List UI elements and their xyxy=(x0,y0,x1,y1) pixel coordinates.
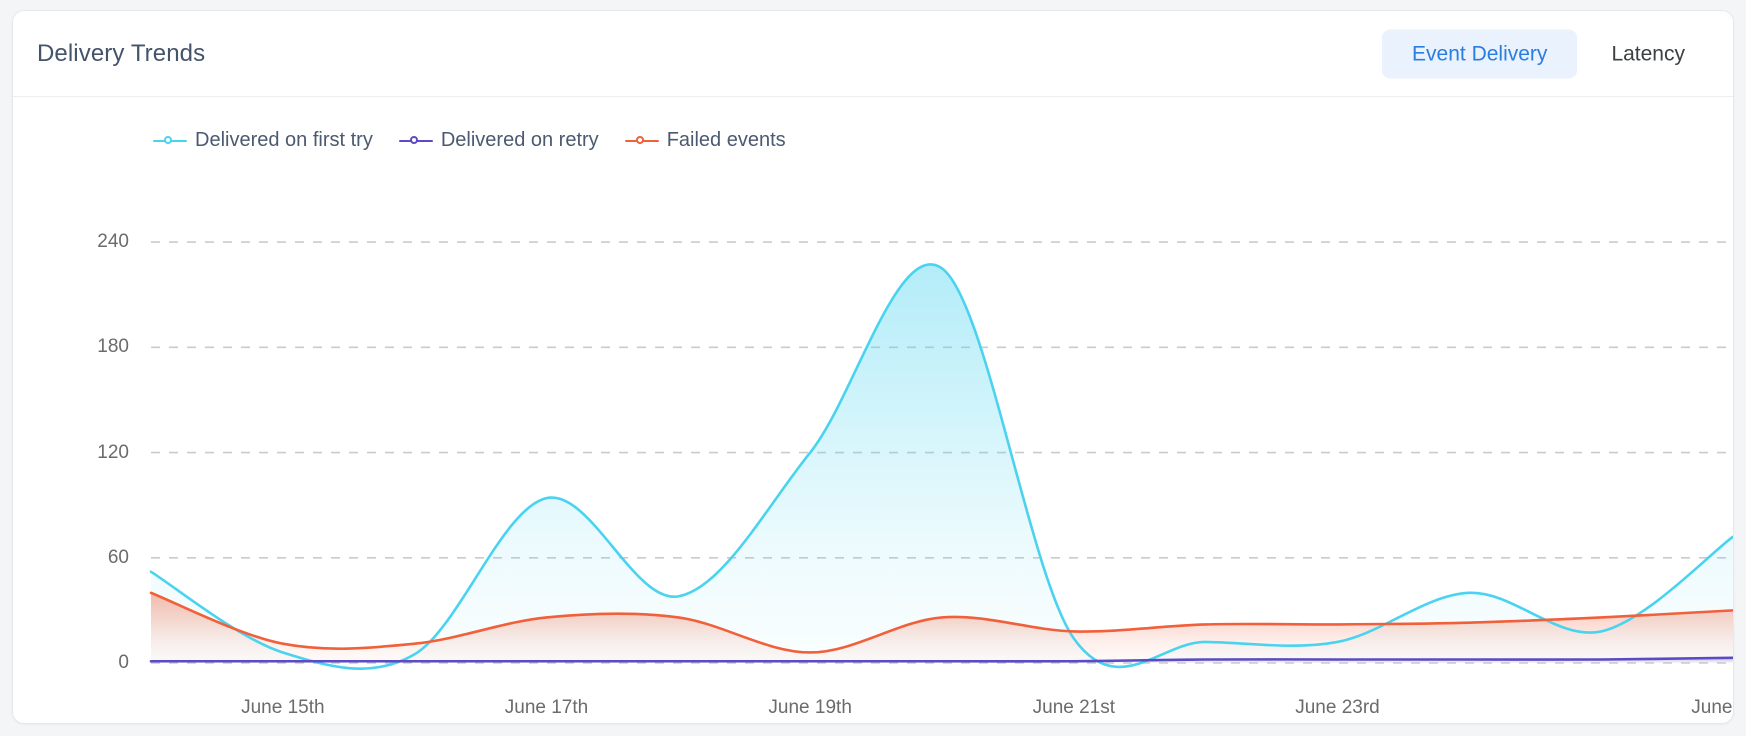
tab-event-delivery[interactable]: Event Delivery xyxy=(1382,29,1578,78)
card-header: Delivery Trends Event Delivery Latency xyxy=(13,11,1733,97)
y-axis-tick: 240 xyxy=(97,231,129,253)
series-area-2 xyxy=(151,592,1733,663)
legend-label-retry: Delivered on retry xyxy=(440,129,599,151)
page-title: Delivery Trends xyxy=(37,39,206,67)
x-axis-tick: June 26th xyxy=(1691,697,1733,718)
x-axis-tick: June 19th xyxy=(768,697,852,718)
chart-legend: Delivered on first try Delivered on retr… xyxy=(153,129,786,152)
x-axis-tick: June 23rd xyxy=(1295,697,1380,718)
delivery-trends-card: Delivery Trends Event Delivery Latency D… xyxy=(12,10,1734,724)
series-line-2[interactable] xyxy=(149,591,1733,654)
legend-marker-icon-failed xyxy=(624,134,659,148)
legend-item-delivered-first-try[interactable]: Delivered on first try xyxy=(153,129,373,152)
x-axis-tick: June 21st xyxy=(1032,697,1116,718)
chart-body: Delivered on first try Delivered on retr… xyxy=(13,97,1733,723)
chart-canvas[interactable] xyxy=(13,97,1733,723)
legend-marker-icon-retry xyxy=(398,134,433,148)
y-axis-tick: 0 xyxy=(118,652,129,673)
y-axis-tick: 120 xyxy=(97,441,129,463)
tab-group: Event Delivery Latency xyxy=(1382,29,1715,78)
tab-latency[interactable]: Latency xyxy=(1581,29,1715,78)
y-axis-tick: 180 xyxy=(97,336,129,358)
y-axis-labels: 0 60 120 180 240 xyxy=(69,97,129,723)
legend-item-failed-events[interactable]: Failed events xyxy=(624,129,786,152)
series-line-0[interactable] xyxy=(149,263,1733,670)
y-axis-tick: 60 xyxy=(107,546,129,568)
series-line-1[interactable] xyxy=(149,656,1733,663)
x-axis-tick: June 15th xyxy=(241,697,325,718)
chart-plot-area xyxy=(13,97,1733,723)
x-axis-tick: June 17th xyxy=(504,697,589,718)
legend-marker-icon-first-try xyxy=(153,134,187,148)
legend-label-first-try: Delivered on first try xyxy=(195,129,373,151)
legend-item-delivered-on-retry[interactable]: Delivered on retry xyxy=(398,129,599,152)
x-axis-labels: June 15th June 17th June 19th June 21st June… xyxy=(13,97,1733,723)
legend-label-failed: Failed events xyxy=(666,129,786,151)
series-area-0 xyxy=(151,264,1733,669)
